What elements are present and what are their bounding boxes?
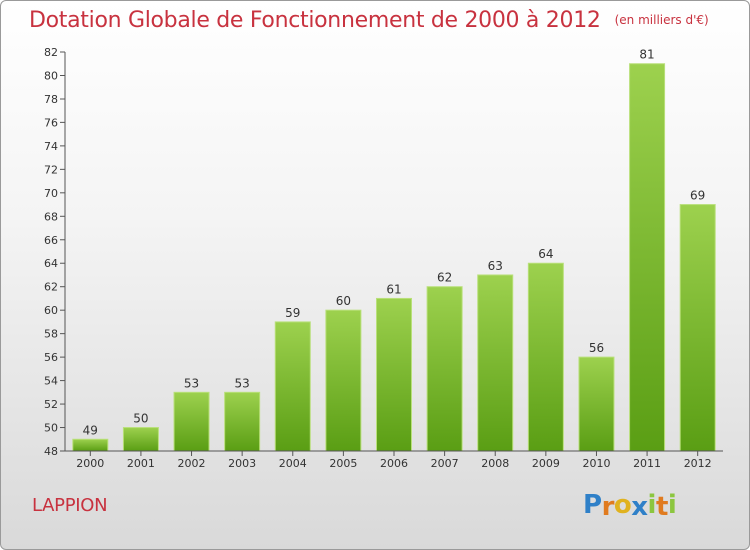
bar-2007: [426, 286, 463, 452]
x-tick-label: 2008: [481, 457, 509, 470]
y-axis: 48 50 52 54 56 58 60 62 64 66 68 70 72 74 76 78 80 82: [44, 46, 66, 458]
y-tick-label: 80: [44, 69, 58, 82]
x-tick-label: 2009: [532, 457, 560, 470]
y-tick-label: 50: [44, 422, 58, 435]
y-tick-label: 74: [44, 140, 58, 153]
y-tick-label: 48: [44, 445, 58, 458]
bar-2000: [72, 438, 109, 452]
chart-title-text: Dotation Globale de Fonctionnement de 20…: [29, 8, 601, 33]
x-tick-label: 2007: [431, 457, 459, 470]
bar-2005: [325, 309, 362, 452]
bar-value-label: 69: [690, 189, 705, 203]
logo-letter: P: [583, 490, 602, 520]
y-tick-label: 62: [44, 281, 58, 294]
logo-letter: i: [667, 490, 677, 520]
bar-2010: [578, 356, 615, 452]
bar-value-label: 53: [184, 376, 199, 390]
bar-value-label: 49: [83, 423, 98, 437]
bar-2001: [122, 427, 159, 452]
bar-value-label: 61: [386, 282, 401, 296]
y-tick-label: 52: [44, 398, 58, 411]
x-tick-label: 2000: [76, 457, 104, 470]
proxiti-logo: Proxiti: [583, 490, 677, 522]
chart-subtitle: (en milliers d'€): [614, 13, 709, 27]
y-tick-label: 66: [44, 234, 58, 247]
x-tick-label: 2002: [178, 457, 206, 470]
x-tick-label: 2005: [329, 457, 357, 470]
bar-2006: [376, 297, 412, 452]
logo-letter: x: [631, 492, 648, 522]
x-tick-label: 2012: [684, 457, 712, 470]
bar-value-label: 63: [488, 259, 503, 273]
y-tick-label: 64: [44, 257, 58, 270]
bar-value-label: 53: [235, 376, 250, 390]
bar-value-label: 50: [133, 412, 148, 426]
bar-2004: [274, 321, 311, 452]
y-tick-label: 70: [44, 187, 58, 200]
bar-2009: [527, 262, 564, 452]
chart-title: Dotation Globale de Fonctionnement de 20…: [29, 8, 709, 33]
y-tick-label: 76: [44, 116, 58, 129]
bar-value-label: 60: [336, 294, 351, 308]
y-tick-label: 72: [44, 163, 58, 176]
y-tick-label: 78: [44, 93, 58, 106]
x-tick-label: 2010: [582, 457, 610, 470]
y-tick-label: 54: [44, 375, 58, 388]
bar-2002: [173, 391, 210, 452]
bar-2012: [679, 204, 716, 452]
logo-letter: t: [655, 492, 668, 522]
x-axis: 2000 2001 2002 2003 2004 2005 2006 2007 2008 2009…: [65, 450, 723, 470]
logo-letter: o: [613, 490, 632, 520]
y-tick-label: 56: [44, 351, 58, 364]
bar-2008: [477, 274, 514, 452]
bars: 49 50 53 53 59 60 61 62 63 64 56 81 69: [72, 48, 716, 452]
bar-value-label: 81: [639, 48, 654, 62]
y-tick-label: 60: [44, 304, 58, 317]
bar-value-label: 64: [538, 247, 553, 261]
bar-value-label: 62: [437, 271, 452, 285]
x-tick-label: 2006: [380, 457, 408, 470]
y-tick-label: 68: [44, 210, 58, 223]
logo-letter: i: [647, 490, 657, 520]
y-tick-label: 82: [44, 46, 58, 59]
x-tick-label: 2004: [279, 457, 307, 470]
y-tick-label: 58: [44, 328, 58, 341]
x-tick-label: 2003: [228, 457, 256, 470]
bar-value-label: 59: [285, 306, 300, 320]
bar-2011: [629, 63, 666, 452]
commune-name: LAPPION: [32, 495, 108, 516]
bar-2003: [224, 391, 261, 452]
x-tick-label: 2001: [127, 457, 155, 470]
x-tick-label: 2011: [633, 457, 661, 470]
bar-value-label: 56: [589, 341, 604, 355]
logo-letter: r: [601, 492, 615, 522]
